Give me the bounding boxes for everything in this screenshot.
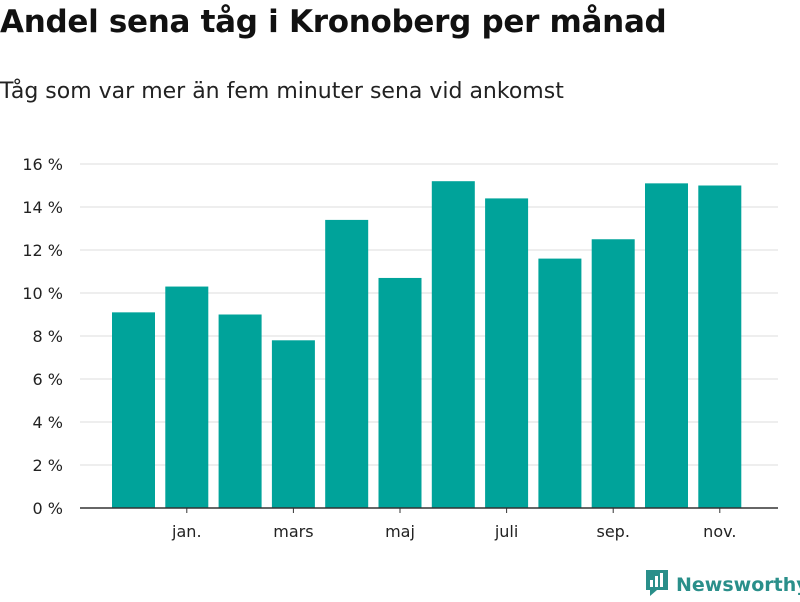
y-tick-label: 8 % xyxy=(33,327,63,346)
newsworthy-logo: Newsworthy xyxy=(644,568,800,602)
bar-11 xyxy=(645,183,688,508)
newsworthy-logo-text: Newsworthy xyxy=(676,574,800,596)
chart-subtitle: Tåg som var mer än fem minuter sena vid … xyxy=(0,79,564,104)
bar-6 xyxy=(378,277,422,508)
bar-1 xyxy=(112,312,155,508)
x-tick-label: jan. xyxy=(171,522,201,541)
x-tick-label: juli xyxy=(494,522,518,541)
bar-8 xyxy=(485,198,529,508)
newsworthy-logo-icon xyxy=(644,568,670,602)
x-tick-label: maj xyxy=(385,522,415,541)
y-axis-ticks: 0 % 2 % 4 % 6 % 8 % 10 % 12 % 14 % 16 % xyxy=(22,155,63,518)
bar-7 xyxy=(431,181,475,508)
y-tick-label: 4 % xyxy=(33,413,63,432)
x-tick-label: mars xyxy=(273,522,313,541)
y-tick-label: 0 % xyxy=(33,499,63,518)
y-tick-label: 6 % xyxy=(33,370,63,389)
y-tick-label: 16 % xyxy=(22,155,63,174)
bar-12 xyxy=(698,185,742,508)
y-tick-label: 2 % xyxy=(33,456,63,475)
bar-2 xyxy=(165,286,209,508)
x-tick-label: nov. xyxy=(703,522,736,541)
x-tick-label: sep. xyxy=(596,522,629,541)
bar-9 xyxy=(538,258,582,508)
chart-title: Andel sena tåg i Kronoberg per månad xyxy=(0,4,667,40)
y-tick-label: 14 % xyxy=(22,198,63,217)
x-axis-ticks: jan. mars maj juli sep. nov. xyxy=(171,508,736,541)
bar-10 xyxy=(591,239,635,508)
bar-4 xyxy=(271,340,315,508)
y-tick-label: 10 % xyxy=(22,284,63,303)
bar-3 xyxy=(218,314,262,508)
y-tick-label: 12 % xyxy=(22,241,63,260)
bars xyxy=(112,181,742,508)
bar-5 xyxy=(325,219,369,508)
